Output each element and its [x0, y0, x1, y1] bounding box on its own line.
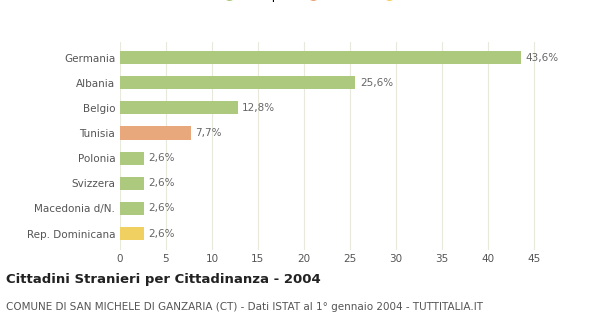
Bar	[120, 51, 521, 64]
Bar	[120, 177, 144, 190]
Text: 2,6%: 2,6%	[148, 178, 175, 188]
Text: 25,6%: 25,6%	[360, 78, 393, 88]
Bar	[120, 227, 144, 240]
Bar	[120, 126, 191, 140]
Text: 2,6%: 2,6%	[148, 153, 175, 163]
Text: 12,8%: 12,8%	[242, 103, 275, 113]
Bar	[120, 76, 355, 89]
Text: Cittadini Stranieri per Cittadinanza - 2004: Cittadini Stranieri per Cittadinanza - 2…	[6, 273, 321, 286]
Text: COMUNE DI SAN MICHELE DI GANZARIA (CT) - Dati ISTAT al 1° gennaio 2004 - TUTTITA: COMUNE DI SAN MICHELE DI GANZARIA (CT) -…	[6, 302, 483, 312]
Bar	[120, 152, 144, 165]
Text: 7,7%: 7,7%	[196, 128, 222, 138]
Text: 2,6%: 2,6%	[148, 204, 175, 213]
Bar	[120, 202, 144, 215]
Bar	[120, 101, 238, 115]
Legend: Europa, Africa, America: Europa, Africa, America	[217, 0, 455, 2]
Text: 2,6%: 2,6%	[148, 228, 175, 239]
Text: 43,6%: 43,6%	[526, 52, 559, 63]
